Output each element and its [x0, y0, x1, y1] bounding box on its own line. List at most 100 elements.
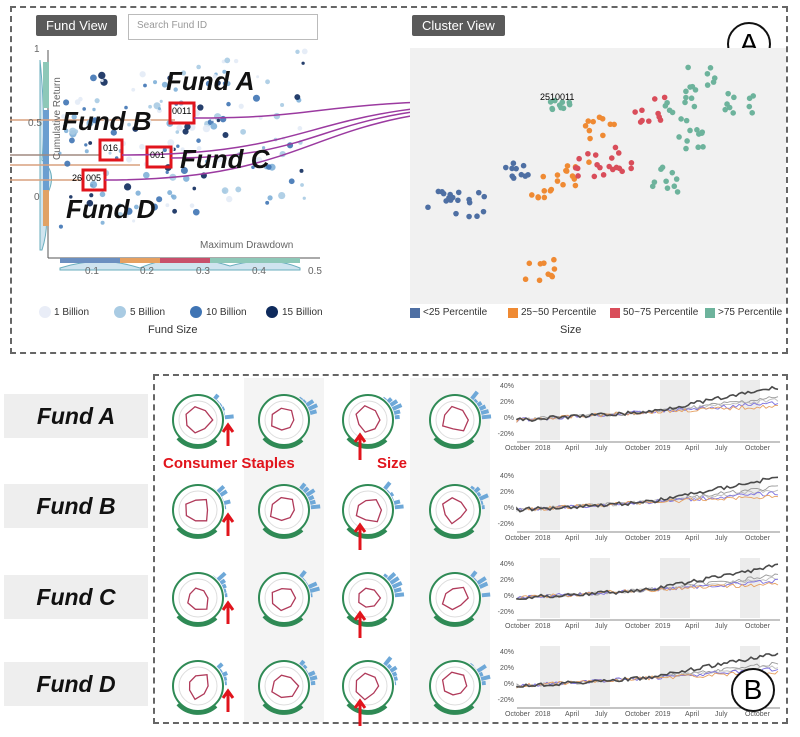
radar-ring: [264, 666, 304, 706]
fund-search-input[interactable]: Search Fund ID: [128, 14, 318, 40]
cluster-dot: [522, 173, 529, 179]
cluster-dot: [674, 189, 681, 195]
fund-dot: [89, 180, 98, 189]
timeline-x-tick: October: [625, 623, 651, 630]
x-tick: 0.4: [252, 266, 266, 277]
fund-dot: [114, 212, 120, 218]
radar-glyph: [429, 484, 481, 536]
fund-dot: [162, 147, 167, 153]
sector-arc: [262, 614, 304, 627]
cluster-dot: [746, 103, 753, 110]
timeline-x-tick: October: [505, 535, 531, 542]
fund-dot: [183, 175, 190, 182]
row-label-fund-a: Fund A: [4, 394, 148, 438]
fund-dot: [132, 125, 139, 132]
fund-dot: [153, 80, 158, 85]
timeline-x-tick: 2019: [655, 535, 671, 542]
sector-bar: [389, 576, 400, 585]
fund-dot: [297, 126, 303, 131]
timeline-x-tick: 2018: [535, 445, 551, 452]
radar-ring: [348, 578, 388, 618]
fund-view-tab[interactable]: Fund View: [36, 15, 118, 36]
cluster-view-tab[interactable]: Cluster View: [412, 15, 505, 36]
cluster-dot: [551, 256, 557, 263]
fund-dot: [98, 71, 106, 80]
sector-bar: [481, 592, 491, 598]
return-line: [516, 652, 779, 688]
cluster-dot: [628, 165, 634, 172]
sector-bar: [216, 399, 220, 404]
sector-bar: [476, 576, 487, 585]
radar-ring: [264, 400, 304, 440]
cluster-dot: [645, 118, 652, 124]
radar-shape: [269, 496, 295, 522]
fund-dot: [180, 166, 188, 175]
return-line: [516, 476, 779, 513]
fund-dot: [92, 107, 96, 112]
timeline-y-tick: 20%: [500, 489, 514, 496]
cluster-dot: [600, 132, 606, 139]
cluster-dot: [687, 84, 693, 90]
timeline-x-tick: October: [625, 535, 651, 542]
radar-shape: [187, 587, 209, 610]
cluster-dot: [600, 172, 607, 178]
timeline-y-tick: 40%: [500, 649, 514, 656]
timeline-x-tick: October: [625, 711, 651, 718]
cluster-dot: [669, 169, 676, 176]
radar-shape: [355, 672, 380, 701]
cluster-dot: [446, 195, 453, 201]
x-hist-bar: [210, 258, 300, 263]
radar-ring: [435, 400, 475, 440]
time-band: [540, 470, 560, 530]
fund-dot: [100, 79, 104, 83]
timeline-y-tick: 20%: [500, 665, 514, 672]
cluster-dot: [687, 127, 693, 134]
timeline-x-tick: July: [715, 711, 728, 718]
sector-bar: [383, 481, 392, 491]
sector-bar: [393, 499, 401, 505]
fund-dot: [173, 87, 178, 92]
fund-dot: [63, 99, 70, 106]
fund-dot: [205, 80, 212, 87]
sector-bar: [480, 674, 491, 681]
x-tick: 0.5: [308, 266, 322, 277]
fund-dot: [299, 168, 304, 173]
cluster-dot: [526, 260, 533, 267]
red-arrow: [221, 512, 235, 536]
fund-dot: [103, 117, 110, 123]
y-hist-bar: [43, 110, 49, 190]
cluster-dot: [678, 116, 684, 122]
legend-dot: [39, 306, 51, 318]
fund-dot: [156, 196, 163, 203]
timeline-x-tick: 2018: [535, 711, 551, 718]
row-label-fund-b: Fund B: [4, 484, 148, 528]
sector-bar: [310, 504, 321, 510]
return-line: [516, 489, 779, 513]
fund-dot: [192, 186, 197, 191]
x-hist-bar: [60, 258, 120, 263]
fund-dot: [265, 79, 270, 85]
fund-dot: [302, 196, 306, 200]
sector-bar: [389, 491, 395, 497]
cluster-dot: [655, 110, 661, 117]
cluster-dot: [522, 276, 529, 283]
fund-dot: [180, 147, 185, 152]
fund-size-legend-title: Fund Size: [148, 324, 198, 336]
fund-dot: [225, 80, 231, 87]
timeline-x-tick: 2018: [535, 623, 551, 630]
timeline-x-tick: July: [595, 623, 608, 630]
fund-c-callout: Fund C: [180, 144, 270, 174]
cluster-dot: [540, 173, 547, 180]
sector-bar: [473, 398, 479, 404]
timeline-x-tick: July: [715, 445, 728, 452]
cluster-dot: [611, 121, 617, 128]
timeline-x-tick: April: [565, 711, 579, 718]
sector-arc: [346, 614, 388, 627]
sector-arc: [176, 702, 218, 715]
row-label-fund-d: Fund D: [4, 662, 148, 706]
radar-shape: [185, 498, 209, 522]
radar-ring: [348, 400, 388, 440]
sector-bar: [394, 504, 404, 510]
sector-bar: [309, 586, 320, 593]
radar-ring: [435, 490, 475, 530]
